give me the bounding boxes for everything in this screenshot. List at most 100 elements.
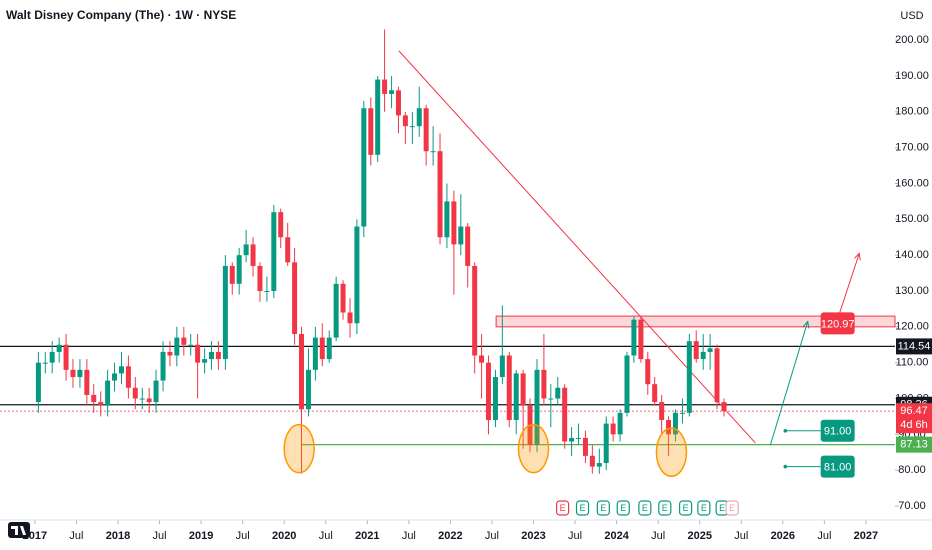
candle-body — [395, 90, 401, 116]
earnings-marker — [596, 500, 610, 516]
candle-body — [700, 351, 706, 360]
candle-body — [105, 380, 111, 406]
candle-body — [208, 351, 214, 360]
resistance-zone — [495, 315, 896, 328]
earnings-label: E — [642, 503, 648, 513]
candle-body — [458, 226, 464, 245]
y-tick-label: 80.00 — [898, 464, 926, 476]
candle-body — [326, 337, 332, 360]
candle-body — [423, 108, 429, 152]
earnings-marker — [555, 500, 570, 516]
y-tick-label: 170.00 — [895, 142, 929, 154]
candle-body — [638, 319, 644, 360]
candle-body — [222, 265, 228, 360]
earnings-label: E — [701, 503, 707, 513]
candle-body — [243, 244, 249, 256]
candle-body — [118, 366, 124, 374]
candle-body — [541, 369, 547, 399]
candle-body — [361, 108, 367, 227]
x-tick-label: 2027 — [854, 530, 878, 542]
earnings-label: E — [620, 503, 626, 513]
candle-body — [672, 412, 678, 435]
x-tick-label: Jul — [817, 530, 831, 542]
candle-body — [98, 402, 104, 406]
support-circle — [517, 423, 550, 474]
candle-body — [617, 412, 623, 435]
candle-body — [188, 344, 194, 346]
candle-body — [250, 244, 256, 266]
candle-body — [492, 377, 498, 421]
candle-body — [624, 355, 630, 413]
price-tag-label: 96.47 — [900, 405, 928, 417]
arrow-head — [854, 252, 861, 261]
candle-body — [555, 387, 561, 399]
candle-body — [312, 337, 318, 370]
candle-body — [174, 337, 180, 356]
candle-body — [70, 369, 76, 378]
target-label: 81.00 — [824, 462, 852, 474]
candle-body — [645, 359, 651, 385]
x-tick-label: 2019 — [189, 530, 213, 542]
candle-body — [42, 362, 48, 364]
candle-body — [292, 262, 298, 335]
x-tick-label: Jul — [69, 530, 83, 542]
candle-body — [562, 387, 568, 442]
candle-body — [146, 398, 152, 403]
arrow-head — [802, 320, 810, 329]
candle-body — [132, 387, 138, 399]
target-label: 91.00 — [824, 426, 852, 438]
candle-body — [271, 212, 277, 291]
candle-body — [506, 355, 512, 421]
y-tick-label: 70.00 — [898, 500, 926, 512]
candle-body — [548, 398, 554, 400]
candle-body — [389, 90, 395, 94]
trendline — [398, 50, 756, 444]
candle-body — [167, 351, 173, 356]
candle-body — [520, 373, 526, 406]
candle-body — [534, 369, 540, 446]
earnings-label: E — [580, 503, 586, 513]
candle-body — [257, 265, 263, 291]
earnings-marker — [678, 500, 693, 516]
y-tick-label: 120.00 — [895, 321, 929, 333]
candle-body — [84, 369, 90, 395]
y-tick-label: 160.00 — [895, 177, 929, 189]
target-box — [820, 455, 855, 478]
countdown: 4d 6h — [900, 419, 928, 431]
price-tag-label: 87.13 — [900, 439, 928, 451]
candle-body — [499, 355, 505, 378]
candle-body — [444, 201, 450, 238]
x-tick-label: Jul — [153, 530, 167, 542]
candle-body — [465, 226, 471, 266]
y-tick-label: 200.00 — [895, 34, 929, 46]
x-tick-label: Jul — [236, 530, 250, 542]
x-tick-label: 2026 — [771, 530, 795, 542]
candle-body — [125, 366, 131, 388]
candle-body — [375, 79, 381, 155]
target-box — [820, 419, 855, 442]
candle-body — [437, 151, 443, 238]
earnings-marker — [616, 500, 630, 516]
candle-body — [596, 463, 602, 467]
y-tick-label: 150.00 — [895, 213, 929, 225]
candle-body — [285, 237, 291, 263]
candle-body — [319, 337, 325, 360]
candle-body — [707, 348, 713, 352]
candle-body — [589, 455, 595, 467]
y-tick-label: 180.00 — [895, 106, 929, 118]
chart-title: Walt Disney Company (The) · 1W · NYSE — [6, 8, 236, 22]
support-circle — [655, 427, 688, 478]
x-tick-label: 2020 — [272, 530, 296, 542]
x-tick-label: Jul — [319, 530, 333, 542]
earnings-marker — [697, 500, 711, 516]
candle-body — [631, 319, 637, 356]
x-tick-label: 2023 — [521, 530, 545, 542]
arrow-line — [769, 321, 809, 446]
earnings-marker — [725, 500, 739, 516]
candle-body — [112, 373, 118, 381]
logo-box — [8, 522, 30, 538]
x-tick-label: 2024 — [604, 530, 629, 542]
candle-body — [610, 423, 616, 435]
